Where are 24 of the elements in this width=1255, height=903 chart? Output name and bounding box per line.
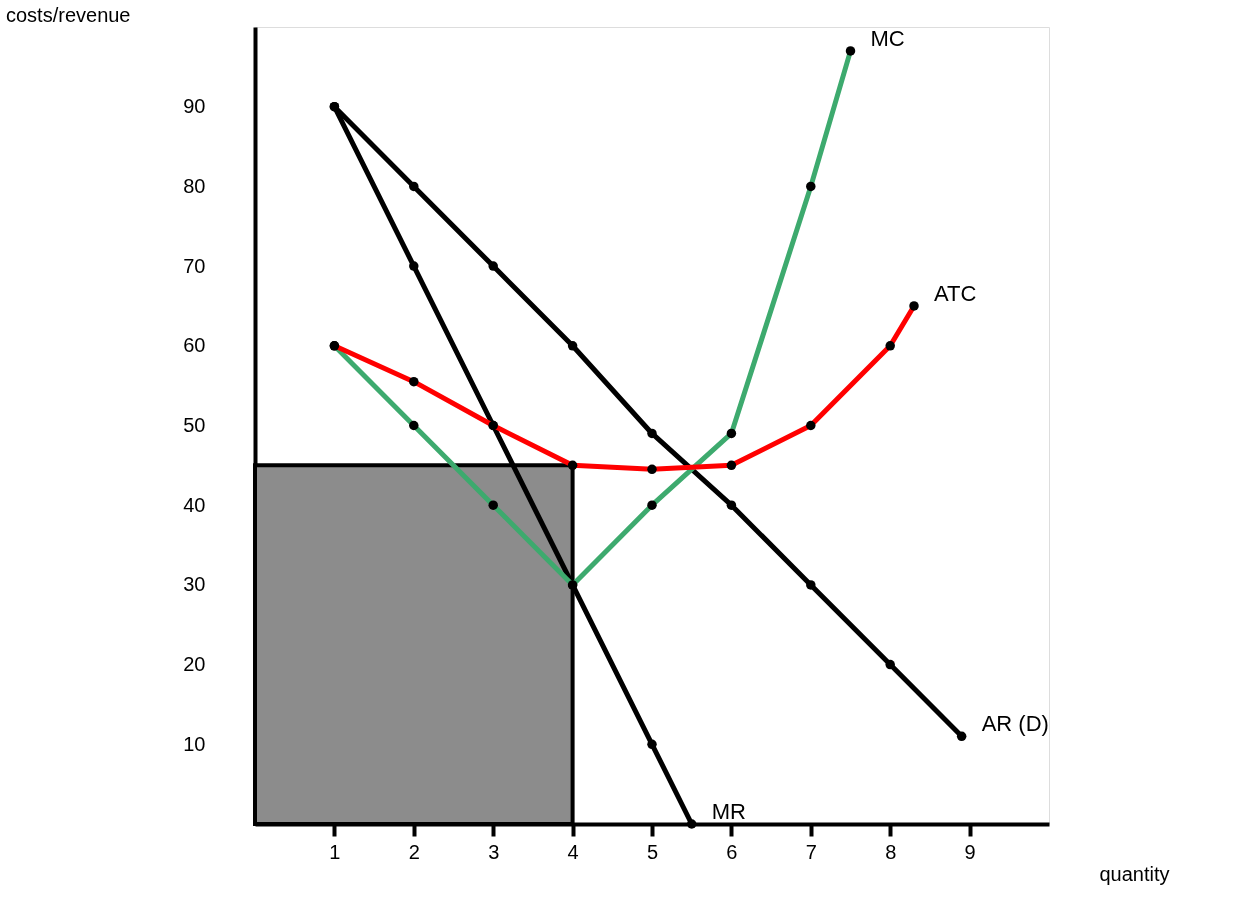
y-tick-label: 70: [183, 254, 206, 277]
series-label: MR: [711, 799, 746, 824]
y-tick-label: 40: [183, 493, 206, 516]
y-tick-label: 80: [183, 174, 206, 197]
x-tick-label: 2: [408, 840, 420, 863]
x-axis-title: quantity: [1099, 862, 1170, 885]
y-tick-label: 90: [183, 95, 206, 118]
x-tick-label: 1: [329, 840, 341, 863]
y-tick-label: 10: [183, 732, 206, 755]
x-tick-label: 7: [805, 840, 817, 863]
y-axis-title: costs/revenue: [5, 3, 131, 26]
x-tick-label: 9: [964, 840, 976, 863]
y-tick-label: 50: [183, 414, 206, 436]
series-label: ATC: [934, 280, 977, 306]
x-tick-label: 3: [488, 840, 500, 863]
y-tick-label: 30: [183, 573, 206, 596]
x-tick-label: 5: [646, 840, 659, 863]
x-tick-label: 4: [567, 840, 579, 863]
x-tick-label: 8: [885, 840, 897, 863]
series-label: MC: [870, 25, 905, 51]
series-label: AR (D): [981, 711, 1049, 737]
y-tick-label: 20: [183, 653, 206, 676]
y-tick-label: 60: [183, 334, 206, 357]
x-tick-label: 6: [726, 840, 738, 863]
